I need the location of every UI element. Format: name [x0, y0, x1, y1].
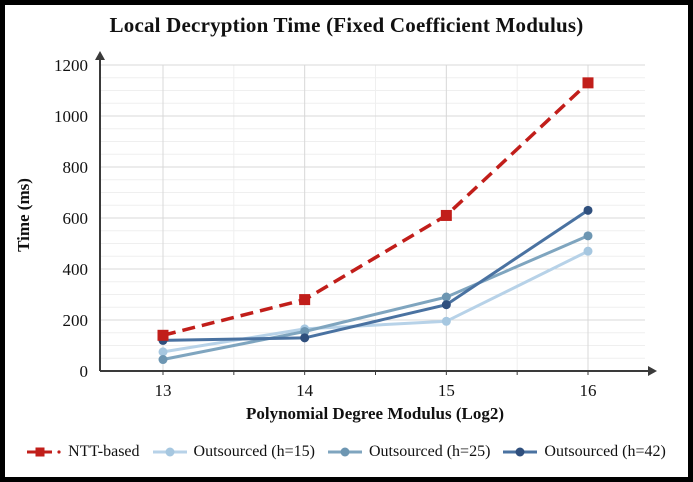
data-point [158, 355, 168, 365]
legend-label: NTT-based [68, 443, 140, 460]
legend-label: Outsourced (h=25) [368, 443, 491, 460]
series-line-ntt-based [162, 81, 590, 337]
x-tick-label: 13 [155, 381, 172, 400]
data-point [440, 209, 452, 221]
line-chart: 0 200 400 600 800 1000 1200 13 14 15 16 [54, 51, 657, 400]
y-tick-label: 600 [63, 209, 89, 228]
data-point [300, 326, 310, 336]
chart-legend: NTT-based Outsourced (h=15) Outsourced (h=… [5, 443, 688, 461]
y-tick-label: 800 [63, 158, 89, 177]
data-point [583, 246, 593, 256]
legend-marker-icon [503, 447, 538, 457]
data-point [583, 231, 593, 241]
data-point [583, 205, 593, 215]
legend-marker-icon [327, 447, 362, 457]
x-tick-label: 16 [580, 381, 597, 400]
y-tick-label: 200 [63, 311, 89, 330]
data-point [299, 294, 311, 306]
y-tick-label: 400 [63, 260, 89, 279]
data-point [441, 300, 451, 310]
legend-marker-icon [27, 447, 61, 457]
x-tick-label: 15 [438, 381, 455, 400]
legend-item: NTT-based [27, 443, 140, 461]
data-point [300, 333, 310, 343]
x-tick-label: 14 [296, 381, 314, 400]
y-tick-label: 1000 [54, 107, 88, 126]
x-axis-title: Polynomial Degree Modulus (Log2) [246, 404, 504, 423]
data-point [441, 316, 451, 326]
legend-label: Outsourced (h=42) [544, 443, 666, 460]
y-tick-label: 0 [80, 362, 89, 381]
data-point [157, 329, 169, 341]
y-axis-title: Time (ms) [14, 178, 33, 252]
data-point [441, 292, 451, 302]
series-line-outsourced-h-42- [162, 209, 589, 342]
chart-title: Local Decryption Time (Fixed Coefficient… [109, 13, 584, 37]
legend-item: Outsourced (h=15) [152, 443, 315, 461]
x-axis-arrow-icon [648, 366, 657, 376]
y-tick-label: 1200 [54, 56, 88, 75]
data-point [582, 77, 594, 89]
series-line-outsourced-h-25- [162, 234, 589, 361]
legend-label: Outsourced (h=15) [193, 443, 315, 460]
y-axis-arrow-icon [95, 51, 105, 60]
legend-marker-icon [152, 447, 187, 457]
data-point [158, 347, 168, 357]
legend-item: Outsourced (h=25) [327, 443, 491, 461]
legend-item: Outsourced (h=42) [503, 443, 666, 461]
